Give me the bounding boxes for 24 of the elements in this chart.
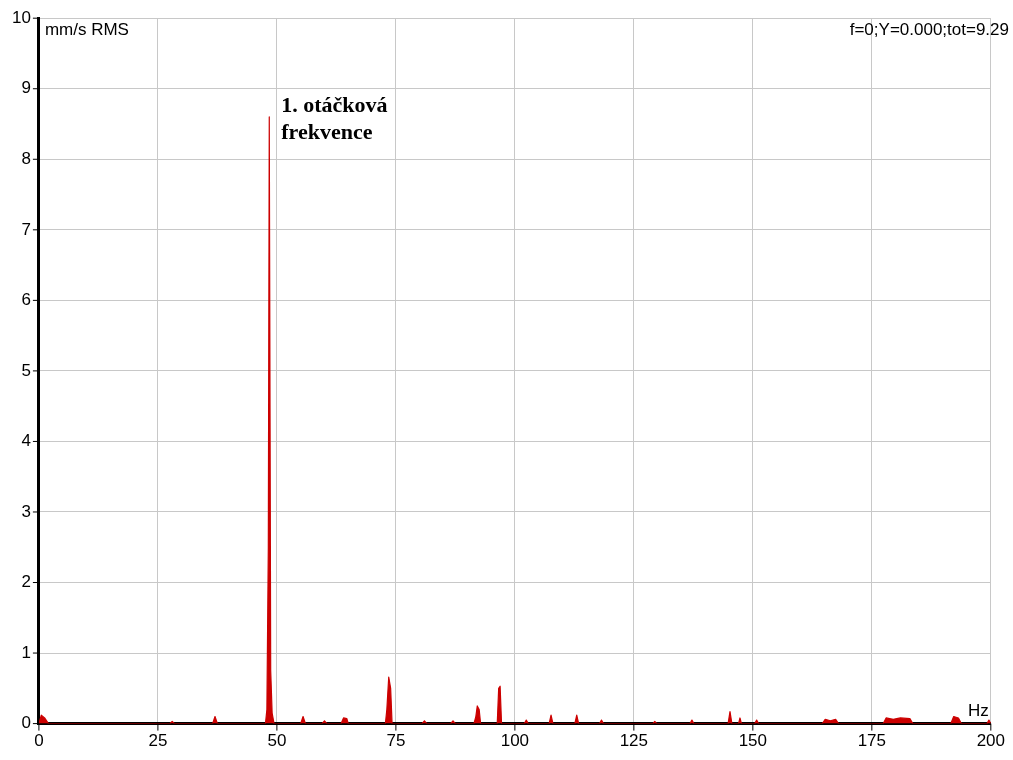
y-tick-label: 9 bbox=[21, 78, 31, 98]
annotation: f=0;Y=0.000;tot=9.29 bbox=[849, 20, 1009, 40]
y-tick-label: 0 bbox=[21, 713, 31, 733]
y-tick-label: 4 bbox=[21, 431, 31, 451]
x-tick-label: 150 bbox=[738, 731, 768, 751]
x-axis-title: Hz bbox=[968, 700, 989, 720]
y-tick-label: 6 bbox=[21, 290, 31, 310]
y-tick-label: 5 bbox=[21, 360, 31, 380]
y-tick-label: 3 bbox=[21, 501, 31, 521]
x-tick-label: 175 bbox=[857, 731, 887, 751]
x-tick-label: 50 bbox=[267, 731, 287, 751]
y-tick-label: 2 bbox=[21, 572, 31, 592]
y-tick-label: 1 bbox=[21, 642, 31, 662]
x-tick-label: 75 bbox=[386, 731, 406, 751]
annotation: 1. otáčková frekvence bbox=[281, 91, 388, 144]
x-tick-label: 0 bbox=[34, 731, 44, 751]
x-tick-label: 100 bbox=[500, 731, 530, 751]
x-tick-label: 200 bbox=[976, 731, 1006, 751]
x-tick-label: 125 bbox=[619, 731, 649, 751]
y-axis-title: mm/s RMS bbox=[44, 20, 129, 40]
y-tick-label: 7 bbox=[21, 219, 31, 239]
x-tick-label: 25 bbox=[148, 731, 168, 751]
y-tick-label: 10 bbox=[11, 7, 31, 27]
y-tick-label: 8 bbox=[21, 148, 31, 168]
